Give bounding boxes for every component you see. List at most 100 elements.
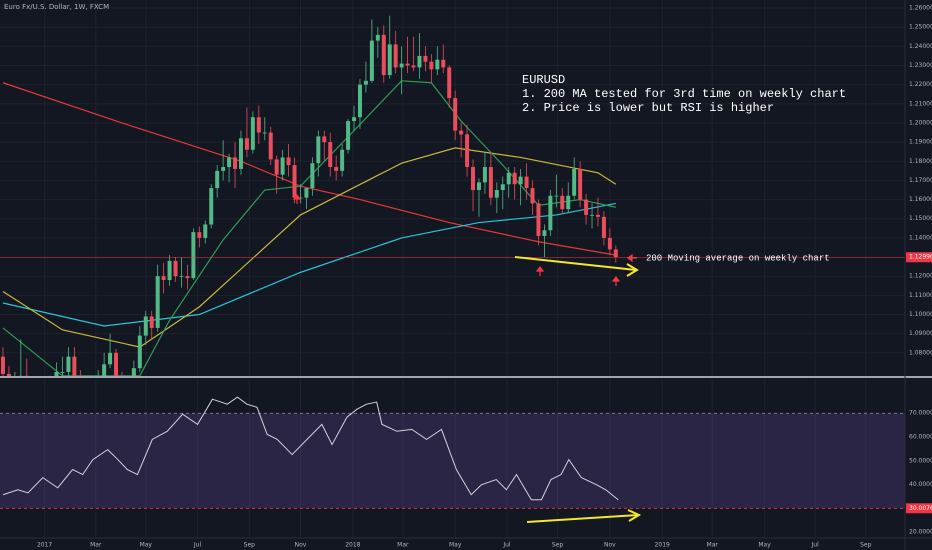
candle-body (137, 335, 142, 369)
candle-body (6, 373, 11, 376)
y-tick-label: 1.10000 (909, 311, 932, 318)
x-tick-label: Sep (244, 542, 256, 549)
y-tick-label: 1.22000 (909, 81, 932, 88)
y-tick-label: 1.21000 (909, 100, 932, 107)
x-tick-label: Jul (193, 542, 202, 549)
moving-average (2, 147, 617, 348)
axes: 1.26000 1.25000 1.24000 1.23000 1.22000 1.210… (37, 5, 932, 549)
x-tick-label: Jul (811, 542, 820, 549)
candle-body (465, 134, 470, 168)
y-tick-label: 1.15000 (909, 215, 932, 222)
trend-arrow (514, 256, 637, 271)
candle-body (72, 356, 77, 376)
y-tick-label: 1.14000 (909, 234, 932, 241)
candle-body (18, 375, 23, 376)
rsi-tick-label: 60.0000 (909, 433, 932, 440)
candle-body (417, 55, 422, 68)
candle-body (268, 132, 273, 160)
candle-body (191, 232, 196, 279)
candle-body (357, 84, 362, 118)
candle-body (393, 44, 398, 68)
candle-body (328, 142, 333, 168)
candle-body (352, 117, 357, 122)
candle-body (203, 224, 208, 238)
candle-body (536, 203, 541, 236)
price-grid (0, 0, 905, 376)
candle-body (482, 167, 487, 183)
rsi-tick-label: 50.0000 (909, 457, 932, 464)
candle-body (601, 216, 606, 238)
x-tick-label: Nov (295, 542, 307, 549)
candle-body (149, 316, 154, 328)
candle-body (60, 371, 65, 373)
y-tick-label: 1.19000 (909, 139, 932, 146)
candle-body (494, 190, 499, 198)
candle-body (423, 55, 428, 62)
candle-body (238, 138, 243, 169)
y-tick-label: 1.17000 (909, 177, 932, 184)
candle-body (155, 276, 160, 328)
arrow-head (626, 263, 639, 277)
candle-body (459, 130, 464, 135)
candle-body (607, 237, 612, 250)
y-tick-label: 1.11000 (909, 292, 932, 299)
candle-body (429, 61, 434, 70)
candle-body (584, 199, 589, 215)
candle-body (512, 172, 517, 185)
candle-body (244, 138, 249, 150)
annotation-line: 1. 200 MA tested for 3rd time on weekly … (522, 87, 846, 101)
candle-body (173, 260, 178, 277)
x-tick-label: Jul (502, 542, 511, 549)
candle-body (227, 157, 232, 168)
x-tick-label: Mar (90, 542, 102, 549)
candle-body (566, 195, 571, 210)
x-tick-label: May (449, 542, 462, 549)
last-price-label: 1.12990 (909, 254, 932, 261)
candle-body (233, 157, 238, 169)
moving-average (2, 82, 616, 256)
candle-body (322, 136, 327, 143)
candle-body (476, 182, 481, 191)
price-pane (0, 15, 905, 376)
candle-body (554, 195, 559, 197)
candle-body (399, 63, 404, 68)
candle-body (54, 371, 59, 376)
candle-body (590, 214, 595, 216)
candle-body (613, 249, 618, 258)
candle-body (292, 165, 297, 198)
yellow-arrows (514, 256, 642, 523)
candle-body (542, 230, 547, 236)
last-price-box (906, 252, 932, 263)
candle-body (286, 157, 291, 166)
candle-body (500, 184, 505, 191)
y-tick-label: 1.25000 (909, 24, 932, 31)
rsi-grid (44, 379, 867, 538)
candle-body (411, 65, 416, 68)
candle-body (447, 67, 452, 99)
candle-body (453, 98, 458, 131)
candle-body (114, 352, 119, 376)
candle-body (530, 188, 535, 204)
ma-note: 200 Moving average on weekly chart (646, 253, 830, 263)
arrow-head (627, 509, 642, 522)
candle-body (316, 136, 321, 164)
rsi-band (0, 413, 905, 509)
candle-body (167, 260, 172, 281)
candle-body (143, 316, 148, 336)
x-tick-label: 2017 (37, 542, 52, 549)
candle-body (488, 167, 493, 198)
candle-body (179, 276, 184, 278)
candle-body (197, 232, 202, 238)
y-tick-label: 1.20000 (909, 119, 932, 126)
x-tick-label: Mar (707, 542, 719, 549)
rsi-tick-label: 40.0000 (909, 481, 932, 488)
candle-body (405, 63, 410, 66)
x-tick-label: Sep (552, 542, 564, 549)
rsi-last-label: 30.0076 (909, 505, 932, 512)
annotation-line: 2. Price is lower but RSI is higher (522, 101, 774, 115)
y-tick-label: 1.09000 (909, 330, 932, 337)
arrow-head (627, 253, 633, 263)
arrow-head (292, 194, 302, 200)
candle-body (524, 176, 529, 189)
